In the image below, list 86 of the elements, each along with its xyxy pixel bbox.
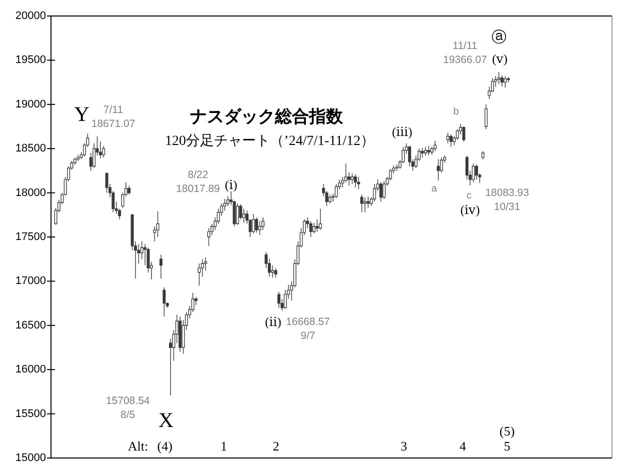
candlestick bbox=[156, 211, 160, 238]
candlestick bbox=[252, 214, 255, 234]
candlestick bbox=[462, 126, 466, 142]
annotation: 16668.57 9/7 bbox=[286, 316, 330, 342]
candlestick bbox=[497, 72, 500, 84]
annotation: 2 bbox=[272, 438, 280, 454]
y-tick-label: 16500 bbox=[15, 319, 46, 332]
candlestick bbox=[318, 208, 322, 230]
y-tick-label: 17000 bbox=[15, 275, 46, 288]
annotation: (ⅴ) bbox=[492, 52, 508, 66]
y-tick-label: 20000 bbox=[15, 10, 46, 22]
annotation: (ⅳ) bbox=[460, 203, 480, 218]
annotation: 7/11 18671.07 bbox=[91, 104, 136, 130]
candlestick bbox=[427, 146, 430, 156]
candlestick bbox=[450, 134, 453, 148]
annotation: Alt: bbox=[128, 438, 148, 454]
y-tick-label: 18000 bbox=[15, 186, 46, 199]
annotation: c bbox=[466, 190, 472, 202]
candlestick bbox=[500, 74, 504, 88]
annotation: 11/11 19366.07 bbox=[443, 40, 488, 66]
candlestick bbox=[198, 263, 201, 286]
y-tick-label: 18500 bbox=[15, 142, 46, 155]
candlestick bbox=[424, 146, 428, 156]
annotation: 15708.54 8/5 bbox=[106, 395, 150, 422]
candlestick bbox=[408, 146, 412, 167]
candlestick bbox=[354, 174, 357, 188]
text: 120分足チャート（’24/7/1-11/12） bbox=[165, 133, 375, 150]
candlestick bbox=[274, 268, 278, 278]
text: ナスダック総合指数 bbox=[190, 106, 344, 126]
candlestick bbox=[366, 196, 370, 208]
candlestick bbox=[472, 163, 475, 183]
annotation: 3 bbox=[400, 438, 408, 454]
candlestick bbox=[334, 184, 338, 198]
candlestick bbox=[277, 291, 280, 308]
candlestick bbox=[76, 154, 80, 162]
y-tick-label: 17500 bbox=[15, 231, 46, 243]
candlestick bbox=[255, 217, 258, 233]
annotation: (ⅰ) bbox=[224, 178, 238, 192]
candlestick bbox=[128, 185, 131, 195]
y-tick-label: 15500 bbox=[15, 408, 46, 420]
annotation: a bbox=[431, 183, 438, 194]
candlestick bbox=[446, 132, 450, 144]
candlestick bbox=[395, 164, 398, 172]
candlestick bbox=[258, 220, 262, 236]
y-tick-label: 16000 bbox=[15, 364, 46, 376]
candlestick bbox=[312, 222, 316, 234]
candlestick bbox=[309, 220, 312, 238]
y-tick-label: 15000 bbox=[15, 452, 46, 464]
candlestick bbox=[379, 182, 382, 202]
annotation: (4) bbox=[157, 438, 172, 454]
annotation: (ⅲ) bbox=[392, 124, 412, 139]
candlestick bbox=[102, 146, 106, 158]
annotation: 8/22 18017.89 bbox=[176, 169, 220, 196]
candlestick bbox=[420, 147, 424, 158]
candlestick bbox=[382, 180, 386, 200]
annotation: 5 bbox=[504, 438, 510, 454]
candlestick bbox=[162, 287, 166, 317]
annotation: X bbox=[158, 408, 174, 432]
annotation: (5) bbox=[500, 424, 515, 439]
annotation: b bbox=[453, 106, 460, 118]
annotation: ⓐ bbox=[492, 29, 507, 46]
candlestick bbox=[242, 208, 246, 224]
candlestick bbox=[363, 196, 366, 213]
annotation: Y bbox=[74, 102, 90, 126]
candlestick bbox=[350, 173, 354, 184]
annotation: 18083.93 10/31 bbox=[485, 186, 530, 213]
candlestick bbox=[105, 172, 108, 194]
annotation: 4 bbox=[460, 438, 467, 454]
candlestick bbox=[434, 140, 437, 152]
annotation: 1 bbox=[220, 438, 228, 454]
candlestick bbox=[207, 228, 210, 246]
candlestick bbox=[484, 104, 488, 130]
candlestick bbox=[481, 150, 484, 160]
candlestick bbox=[159, 254, 162, 279]
y-tick-label: 19500 bbox=[15, 54, 46, 66]
candlestick bbox=[436, 158, 440, 181]
candlestick bbox=[475, 164, 478, 180]
candlestick bbox=[178, 316, 182, 352]
candlestick bbox=[357, 176, 360, 190]
candlestick bbox=[373, 184, 376, 202]
y-tick-label: 19000 bbox=[15, 98, 46, 110]
candlestick bbox=[504, 76, 507, 88]
candlestick bbox=[328, 194, 332, 204]
annotation: (ⅱ) bbox=[264, 314, 282, 329]
candlestick bbox=[236, 203, 239, 225]
candlestick bbox=[360, 194, 364, 213]
